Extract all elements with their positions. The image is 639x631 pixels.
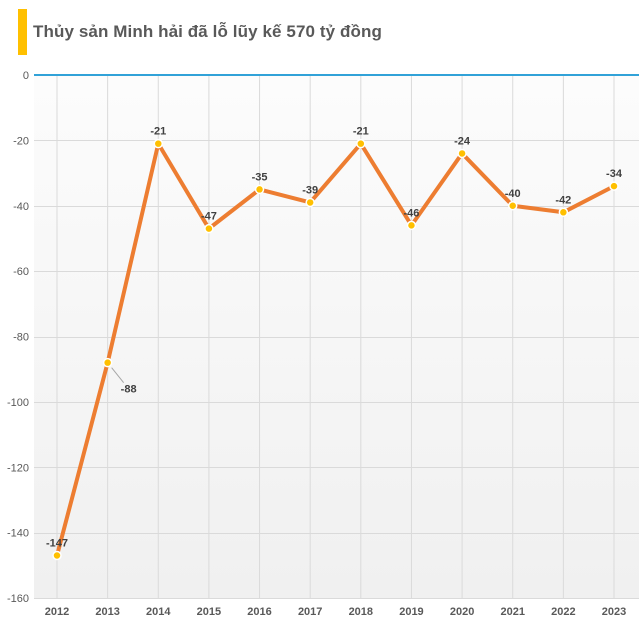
x-axis-label: 2013 [95, 606, 119, 618]
data-point-marker [305, 197, 315, 208]
title-block: Thủy sản Minh hải đã lỗ lũy kế 570 tỷ đồ… [18, 9, 382, 55]
data-point-marker [52, 550, 62, 561]
x-axis-label: 2015 [197, 606, 221, 618]
data-point-label: -147 [46, 538, 68, 550]
x-axis-label: 2019 [399, 606, 423, 618]
data-point-marker [609, 181, 619, 191]
data-point-marker [153, 138, 164, 149]
data-point-label: -46 [404, 207, 420, 219]
data-point-marker [507, 201, 518, 211]
y-axis-label: -40 [13, 201, 29, 213]
data-point-marker [102, 357, 113, 368]
x-axis-label: 2014 [146, 606, 171, 618]
y-axis-label: -140 [7, 528, 29, 540]
data-point-label: -42 [555, 194, 571, 206]
y-axis-label: 0 [23, 70, 29, 82]
y-axis-label: -160 [7, 593, 29, 605]
data-point-marker [406, 220, 417, 231]
y-axis-label: -120 [7, 462, 29, 474]
data-point-marker [457, 148, 467, 159]
data-point-label: -39 [302, 184, 318, 196]
x-axis-label: 2022 [551, 606, 575, 618]
x-axis-label: 2018 [349, 606, 373, 618]
x-axis-label: 2020 [450, 606, 474, 618]
data-point-label: -35 [252, 171, 268, 183]
y-axis-label: -80 [13, 332, 29, 344]
x-axis-label: 2021 [500, 606, 524, 618]
data-point-label: -24 [454, 135, 471, 147]
plot-background [34, 75, 639, 598]
y-axis-label: -20 [13, 135, 29, 147]
data-point-label: -21 [150, 126, 166, 138]
x-axis-label: 2016 [247, 606, 271, 618]
x-axis-label: 2017 [298, 606, 322, 618]
data-point-label: -47 [201, 211, 217, 223]
data-point-marker [254, 184, 265, 195]
x-axis-label: 2012 [45, 606, 69, 618]
chart-title: Thủy sản Minh hải đã lỗ lũy kế 570 tỷ đồ… [33, 22, 382, 41]
title-accent-bar [18, 9, 27, 55]
callout-leader-line [111, 367, 125, 383]
loss-line [55, 141, 616, 558]
data-point-label: -34 [606, 168, 623, 180]
data-point-label: -88 [121, 384, 137, 396]
data-point-marker [204, 223, 214, 234]
data-point-marker [558, 207, 569, 218]
data-point-label: -21 [353, 126, 369, 138]
x-axis-label: 2023 [602, 606, 626, 618]
data-point-label: -40 [505, 188, 521, 200]
y-axis-label: -100 [7, 397, 29, 409]
data-point-marker [356, 138, 366, 149]
y-axis-label: -60 [13, 266, 29, 278]
